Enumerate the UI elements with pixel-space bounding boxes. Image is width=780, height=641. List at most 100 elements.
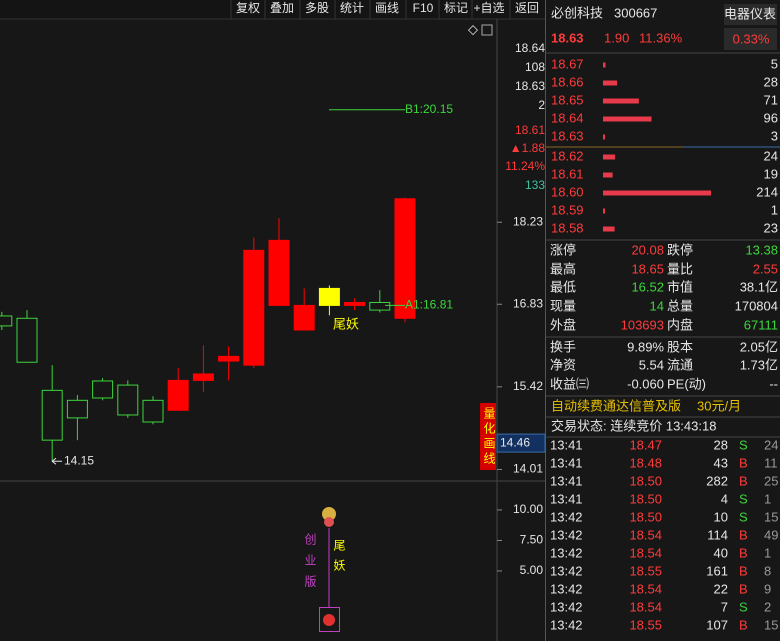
board-label: 创业版 xyxy=(303,533,317,596)
trade-side: S xyxy=(739,437,748,452)
trade-time: 13:42 xyxy=(550,527,583,542)
trade-price: 18.54 xyxy=(629,599,662,614)
stat-value: 16.52 xyxy=(631,279,664,294)
crosshair-info: 18.63 xyxy=(515,79,545,93)
promo-price[interactable]: 30元/月 xyxy=(697,398,741,413)
trade-volume: 28 xyxy=(714,437,728,452)
book-volume: 24 xyxy=(764,148,778,163)
trade-volume: 22 xyxy=(714,581,728,596)
trade-time: 13:42 xyxy=(550,509,583,524)
candle-body xyxy=(167,379,189,411)
trade-count: 49 xyxy=(764,527,778,542)
trade-time: 13:42 xyxy=(550,545,583,560)
trade-price: 18.54 xyxy=(629,545,662,560)
stat-value: 1.73亿 xyxy=(740,357,778,372)
book-price: 18.58 xyxy=(551,220,584,235)
y-tick-label: 15.42 xyxy=(513,379,543,393)
trade-volume: 7 xyxy=(721,599,728,614)
quant-draw-button[interactable]: 量化画线 xyxy=(480,403,496,470)
trade-volume: 10 xyxy=(714,509,728,524)
stat-label: 量比 xyxy=(667,261,693,276)
trade-side: B xyxy=(739,617,748,632)
book-price: 18.64 xyxy=(551,110,584,125)
book-price: 18.66 xyxy=(551,74,584,89)
trade-volume: 107 xyxy=(706,617,728,632)
toolbar-button[interactable]: 画线 xyxy=(375,1,399,15)
stock-name: 必创科技 xyxy=(551,5,603,20)
toolbar-button[interactable]: 标记 xyxy=(444,1,468,15)
book-volume: 5 xyxy=(771,56,778,71)
trade-count: 24 xyxy=(764,437,778,452)
signal-label: A1:16.81 xyxy=(405,298,453,312)
stat-value: 103693 xyxy=(621,317,664,332)
stat-label: 跌停 xyxy=(667,242,693,257)
icon-moneybag xyxy=(322,507,336,521)
book-bar xyxy=(603,116,652,122)
stat-label: 换手 xyxy=(550,339,576,354)
trade-price: 18.47 xyxy=(629,437,662,452)
trade-status: 交易状态: 连续竞价 13:43:18 xyxy=(551,418,716,433)
stat-value: 67111 xyxy=(744,317,778,332)
book-price: 18.63 xyxy=(551,128,584,143)
toolbar-button[interactable]: 统计 xyxy=(340,1,364,15)
book-price: 18.62 xyxy=(551,148,584,163)
toolbar-button[interactable]: 复权 xyxy=(236,1,260,15)
trade-price: 18.50 xyxy=(629,491,662,506)
stat-value: 9.89% xyxy=(627,339,664,354)
toolbar-button[interactable]: +自选 xyxy=(473,1,504,15)
sector-badge[interactable] xyxy=(724,4,777,25)
candle-body xyxy=(268,239,290,306)
trade-price: 18.50 xyxy=(629,509,662,524)
toolbar-button[interactable]: F10 xyxy=(413,1,434,15)
candle-body xyxy=(344,301,366,306)
trade-volume: 4 xyxy=(721,491,728,506)
trade-volume: 40 xyxy=(714,545,728,560)
stat-label: 股本 xyxy=(667,339,693,354)
trade-count: 15 xyxy=(764,617,778,632)
book-bar xyxy=(603,62,606,68)
book-volume: 71 xyxy=(764,92,778,107)
book-volume: 214 xyxy=(756,184,778,199)
cursor-price: 14.46 xyxy=(500,435,530,449)
candle-body xyxy=(243,249,265,366)
icon-moneybag xyxy=(324,517,334,527)
trade-time: 13:41 xyxy=(550,437,583,452)
trade-side: B xyxy=(739,563,748,578)
stat-label: 市值 xyxy=(667,279,693,294)
trade-volume: 43 xyxy=(714,455,728,470)
stat-value: 18.65 xyxy=(631,261,664,276)
trade-side: S xyxy=(739,599,748,614)
trade-time: 13:42 xyxy=(550,617,583,632)
y-tick-label: 16.83 xyxy=(513,296,543,310)
toolbar-button[interactable]: 多股 xyxy=(305,1,329,15)
y-tick-label: 10.00 xyxy=(513,502,543,516)
sector-name[interactable]: 电器仪表 xyxy=(724,6,776,21)
crosshair-info: ▲1.88 xyxy=(510,141,546,155)
candle-body xyxy=(293,304,315,331)
toolbar-button[interactable]: 叠加 xyxy=(270,1,294,15)
stat-label: 内盘 xyxy=(667,317,693,332)
trade-count: 1 xyxy=(764,545,771,560)
trade-time: 13:41 xyxy=(550,491,583,506)
candle-body xyxy=(117,384,139,416)
stat-value: 170804 xyxy=(735,298,778,313)
stat-label: 净资 xyxy=(550,357,576,372)
price: 18.63 xyxy=(551,30,584,45)
stat-label: 总量 xyxy=(667,298,693,313)
stat-value: 13.38 xyxy=(745,242,778,257)
book-price: 18.65 xyxy=(551,92,584,107)
y-tick-label: 7.50 xyxy=(520,533,544,547)
stat-label: 现量 xyxy=(550,298,576,313)
trade-time: 13:42 xyxy=(550,563,583,578)
signal-tag: 尾妖 xyxy=(332,539,346,579)
promo-text[interactable]: 自动续费通达信普及版 xyxy=(551,398,681,413)
candle-body xyxy=(218,355,240,362)
stat-label: 外盘 xyxy=(550,317,576,332)
toolbar-button[interactable]: 返回 xyxy=(515,1,539,15)
stat-value: 5.54 xyxy=(639,357,664,372)
trade-time: 13:42 xyxy=(550,581,583,596)
low-arrow-head xyxy=(51,457,57,465)
change-pct: 11.36% xyxy=(639,30,683,45)
book-bar xyxy=(603,98,639,104)
